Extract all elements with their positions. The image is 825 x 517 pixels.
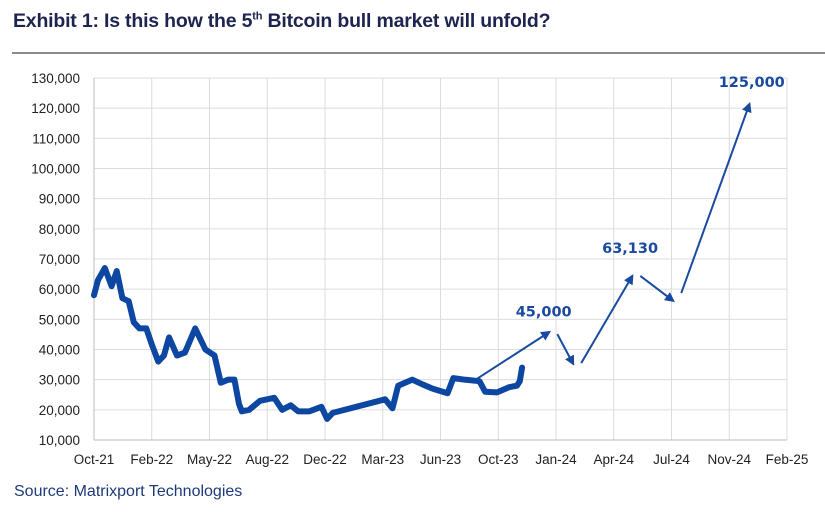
price-point	[514, 383, 520, 389]
price-point	[136, 325, 142, 331]
y-tick-label: 50,000	[39, 312, 80, 327]
price-point	[409, 377, 415, 383]
price-point	[102, 265, 108, 271]
price-point	[119, 295, 125, 301]
price-point	[430, 386, 436, 392]
price-point	[148, 340, 154, 346]
title-text-end: Bitcoin bull market will unfold?	[262, 10, 551, 32]
x-tick-label: Jun-23	[420, 452, 461, 467]
y-tick-label: 30,000	[39, 373, 80, 388]
x-tick-label: Oct-21	[74, 452, 115, 467]
price-point	[239, 408, 245, 414]
price-point	[231, 377, 237, 383]
y-tick-label: 20,000	[39, 403, 80, 418]
price-point	[155, 359, 161, 365]
price-point	[494, 389, 500, 395]
price-point	[288, 402, 294, 408]
x-tick-label: Oct-23	[478, 452, 519, 467]
projection-arrow	[556, 333, 575, 366]
title-superscript: th	[252, 10, 263, 23]
x-tick-label: Feb-22	[130, 452, 173, 467]
price-point	[445, 390, 451, 396]
price-point	[382, 396, 388, 402]
price-point	[306, 408, 312, 414]
price-point	[109, 283, 115, 289]
price-point	[202, 347, 208, 352]
projection-label: 45,000	[516, 304, 572, 320]
price-point	[236, 401, 242, 407]
title-text: Exhibit 1: Is this how the 5	[13, 10, 253, 32]
price-point	[126, 298, 132, 304]
y-tick-label: 100,000	[31, 162, 80, 177]
x-tick-label: Nov-24	[707, 452, 751, 467]
x-tick-label: Aug-22	[245, 452, 289, 467]
price-point	[218, 380, 224, 386]
y-tick-label: 110,000	[32, 131, 80, 146]
price-point	[462, 377, 468, 383]
projection-arrow	[639, 275, 675, 303]
y-tick-label: 90,000	[39, 192, 80, 207]
chart-title: Exhibit 1: Is this how the 5th Bitcoin b…	[13, 10, 551, 33]
price-point	[506, 384, 512, 390]
price-point	[182, 350, 188, 356]
price-point	[257, 398, 263, 404]
projection-label: 63,130	[602, 241, 658, 257]
price-point	[318, 404, 324, 410]
y-tick-label: 130,000	[31, 71, 80, 86]
price-point	[143, 325, 149, 331]
price-point	[271, 395, 277, 401]
y-tick-label: 40,000	[39, 343, 80, 358]
price-point	[517, 378, 523, 384]
x-tick-label: Jan-24	[535, 452, 577, 467]
price-point	[161, 353, 167, 359]
price-point	[131, 319, 137, 325]
x-tick-label: Apr-24	[593, 452, 634, 467]
price-point	[91, 292, 97, 298]
price-point	[419, 381, 425, 387]
price-line	[91, 265, 526, 422]
price-point	[376, 398, 382, 404]
price-point	[295, 408, 301, 414]
price-point	[450, 375, 456, 381]
projection-arrow	[476, 330, 552, 380]
price-point	[246, 407, 252, 413]
price-point	[324, 416, 330, 422]
projection-arrow	[580, 274, 634, 364]
y-tick-label: 10,000	[39, 433, 80, 448]
price-point	[330, 410, 336, 416]
price-point	[519, 365, 525, 371]
title-divider	[12, 52, 825, 54]
price-point	[279, 407, 285, 413]
price-point	[95, 277, 101, 283]
x-tick-label: Dec-22	[303, 452, 347, 467]
price-point	[166, 334, 172, 340]
x-tick-label: Feb-25	[766, 452, 809, 467]
projection-label: 125,000	[719, 75, 785, 91]
x-tick-label: May-22	[187, 452, 232, 467]
price-point	[174, 353, 180, 359]
price-point	[192, 325, 198, 331]
price-point	[389, 405, 395, 411]
price-point	[212, 353, 218, 359]
price-point	[395, 383, 401, 389]
price-point	[114, 268, 120, 274]
y-tick-label: 60,000	[39, 282, 80, 297]
projection-arrow	[680, 102, 752, 294]
y-tick-label: 80,000	[39, 222, 80, 237]
x-tick-label: Mar-23	[361, 452, 404, 467]
x-tick-label: Jul-24	[653, 452, 690, 467]
price-point	[476, 378, 482, 384]
price-point	[482, 389, 488, 395]
price-point	[225, 377, 231, 383]
source-note: Source: Matrixport Technologies	[14, 483, 243, 500]
y-tick-label: 70,000	[39, 252, 80, 267]
y-tick-label: 120,000	[31, 101, 80, 116]
